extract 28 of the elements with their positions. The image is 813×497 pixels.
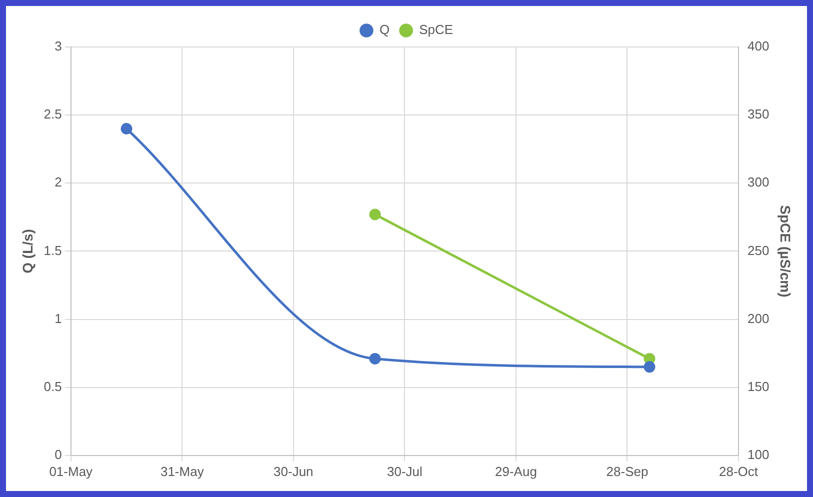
y2-tick-label: 100 (748, 446, 770, 462)
y-tick-label: 1.5 (44, 242, 62, 258)
y-tick-label: 2 (54, 174, 62, 190)
y2-tick-label: 200 (748, 310, 770, 326)
y-tick-label: 3 (54, 38, 62, 54)
y2-tick-label: 250 (748, 242, 770, 258)
y2-tick-label: 150 (748, 378, 770, 394)
x-tick-label: 30-Jun (274, 464, 314, 479)
y2-tick-label: 350 (748, 106, 770, 122)
legend-label: Q (379, 22, 390, 38)
point (120, 122, 132, 134)
x-tick-label: 30-Jul (386, 464, 422, 479)
x-tick-label: 01-May (49, 464, 94, 479)
point (369, 352, 381, 364)
y-tick-label: 0 (54, 446, 62, 462)
y-tick-label: 2.5 (44, 106, 62, 122)
y-tick-label: 1 (54, 310, 62, 326)
y-axis-title: Q (L/s) (19, 229, 36, 274)
point (644, 361, 656, 373)
x-tick-label: 28-Oct (719, 464, 758, 479)
x-tick-label: 31-May (160, 464, 204, 479)
y2-tick-label: 300 (748, 174, 770, 190)
y-tick-label: 0.5 (44, 378, 62, 394)
y2-tick-label: 400 (748, 38, 770, 54)
x-tick-label: 29-Aug (495, 464, 537, 479)
x-tick-label: 28-Sep (606, 464, 648, 479)
legend-label: SpCE (419, 22, 454, 38)
y2-axis-title: SpCE (µS/cm) (778, 205, 794, 298)
